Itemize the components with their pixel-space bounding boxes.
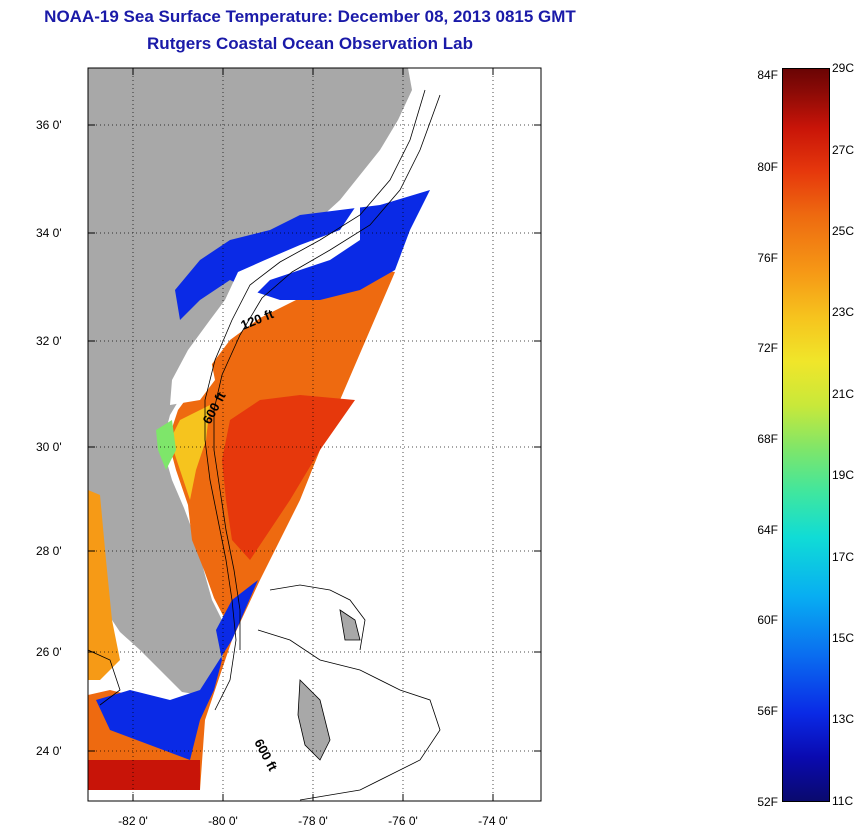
lon-label: -76 0' <box>388 814 418 828</box>
lat-label: 26 0' <box>36 645 62 659</box>
lat-label: 30 0' <box>36 440 62 454</box>
lat-label: 34 0' <box>36 226 62 240</box>
colorbar-f-label: 72F <box>757 341 778 355</box>
land-mass <box>88 68 412 695</box>
colorbar-f-label: 52F <box>757 795 778 809</box>
contour-line <box>257 629 441 801</box>
colorbar-f-label: 60F <box>757 613 778 627</box>
sst-coastal-cool <box>170 405 210 500</box>
bahamas-island <box>339 609 361 641</box>
colorbar-f-label: 80F <box>757 160 778 174</box>
map-title: NOAA-19 Sea Surface Temperature: Decembe… <box>44 7 576 26</box>
lat-label: 32 0' <box>36 334 62 348</box>
temperature-colorbar <box>782 68 830 802</box>
cloud-area <box>170 200 360 405</box>
contour-line <box>88 649 121 706</box>
lon-label: -78 0' <box>298 814 328 828</box>
colorbar-c-label: 29C <box>832 61 855 75</box>
sst-shelf-green <box>156 420 176 470</box>
lat-label: 24 0' <box>36 744 62 758</box>
sst-red-south <box>88 760 200 790</box>
contour-line <box>213 94 441 650</box>
bahamas-island <box>297 679 331 761</box>
colorbar-f-label: 64F <box>757 523 778 537</box>
colorbar-c-label: 25C <box>832 224 855 238</box>
colorbar-c-label: 27C <box>832 143 855 157</box>
lon-label: -82 0' <box>118 814 148 828</box>
colorbar-c-label: 13C <box>832 712 855 726</box>
sst-west-warm <box>88 490 120 680</box>
colorbar-c-label: 15C <box>832 631 855 645</box>
colorbar-c-label: 21C <box>832 387 855 401</box>
contour-line <box>269 584 366 651</box>
colorbar-c-label: 19C <box>832 468 855 482</box>
lat-label: 36 0' <box>36 118 62 132</box>
colorbar-c-label: 23C <box>832 305 855 319</box>
colorbar-f-label: 76F <box>757 251 778 265</box>
lat-label: 28 0' <box>36 544 62 558</box>
contour-line <box>204 89 426 711</box>
colorbar-f-label: 56F <box>757 704 778 718</box>
lon-label: -74 0' <box>478 814 508 828</box>
map-subtitle: Rutgers Coastal Ocean Observation Lab <box>147 34 473 53</box>
sst-cold-blue-south <box>96 580 258 760</box>
colorbar-f-label: 68F <box>757 432 778 446</box>
colorbar-f-label: 84F <box>757 68 778 82</box>
map-frame <box>87 67 542 802</box>
sst-swath-hot <box>222 395 355 560</box>
colorbar-c-label: 17C <box>832 550 855 564</box>
colorbar-c-label: 11C <box>832 794 854 808</box>
lon-label: -80 0' <box>208 814 238 828</box>
